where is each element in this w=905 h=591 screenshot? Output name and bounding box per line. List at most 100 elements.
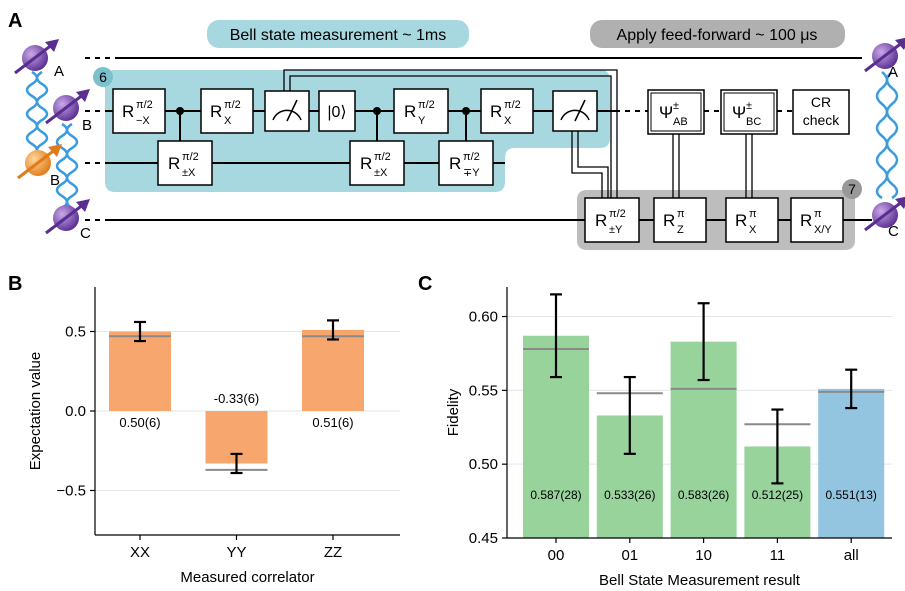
gate-sup: π	[749, 208, 757, 220]
gate-label: Ψ± BC	[732, 100, 761, 128]
gate-sup: π/2	[182, 151, 199, 163]
qubit-label: B	[50, 172, 60, 189]
gate-sub: BC	[746, 116, 761, 128]
value-label: 0.51(6)	[312, 415, 353, 430]
y-tick-label: 0.60	[469, 309, 498, 326]
gate-sub: AB	[673, 116, 688, 128]
gate-sup: ±	[673, 100, 679, 112]
y-axis-label: Fidelity	[445, 388, 462, 436]
qubit-arrow	[45, 202, 85, 235]
box-number-bg	[842, 179, 862, 199]
gate-base: R	[449, 154, 461, 173]
qubit-arrowhead	[76, 89, 90, 102]
x-axis-label: Measured correlator	[180, 569, 314, 586]
value-label: -0.33(6)	[214, 391, 260, 406]
gate-sub: Y	[418, 115, 426, 127]
gate-base: Ψ	[732, 103, 746, 122]
qubit-arrow	[45, 92, 85, 125]
value-label: 0.50(6)	[119, 415, 160, 430]
gate-base: R	[210, 102, 222, 121]
y-tick-label: 0.50	[469, 456, 498, 473]
qubit-arrow	[864, 199, 904, 232]
gate-base: R	[168, 154, 180, 173]
x-tick-label: XX	[130, 544, 150, 561]
y-tick-label: 0.55	[469, 382, 498, 399]
gate-box	[792, 89, 850, 135]
gate-box	[112, 88, 166, 134]
control-dots	[176, 107, 470, 115]
bsm-label-bg	[207, 20, 469, 48]
entanglement	[25, 70, 899, 210]
gate-sup: π/2	[609, 208, 626, 220]
y-tick-label: 0.45	[469, 530, 498, 547]
x-tick-label: 10	[695, 547, 712, 564]
qubit-arrowhead	[76, 199, 90, 212]
qubit-label: A	[54, 63, 64, 80]
qubit-arrowhead	[895, 37, 905, 50]
gate-box	[790, 197, 844, 243]
classical-wires	[283, 69, 753, 198]
qubit-arrowhead	[895, 196, 905, 209]
gate-box	[653, 197, 707, 243]
gate-sub: ±Y	[609, 224, 623, 236]
cr-check: check	[803, 112, 841, 128]
gate-sub: ∓Y	[463, 167, 480, 179]
panel-label: B	[8, 273, 22, 295]
box-number: 7	[848, 181, 856, 197]
gate-base: R	[595, 211, 607, 230]
y-tick-label: 0.5	[65, 324, 86, 341]
gate-box	[584, 197, 640, 243]
gate-sub: −X	[136, 115, 150, 127]
x-tick-label: 00	[548, 547, 565, 564]
x-tick-label: ZZ	[324, 544, 342, 561]
gate-sup: π/2	[418, 99, 435, 111]
bell-box-outer	[647, 89, 705, 135]
qubit-label: C	[80, 225, 91, 242]
x-tick-label: 11	[770, 547, 786, 564]
gate-base: Ψ	[659, 103, 673, 122]
y-tick-label: −0.5	[56, 482, 86, 499]
bell-box-inner	[650, 92, 702, 132]
qubit-arrow	[17, 147, 57, 180]
qubit-arrowhead	[48, 144, 62, 157]
gate-base: R	[800, 211, 812, 230]
gate-box	[349, 140, 405, 186]
gate-sup: π/2	[504, 99, 521, 111]
gate-sup: ±	[746, 100, 752, 112]
gate-sub: Z	[677, 224, 684, 236]
bell-box-inner	[723, 92, 775, 132]
bell-box-outer	[720, 89, 778, 135]
qubit-label: A	[888, 64, 898, 81]
bar	[109, 331, 171, 411]
box-number: 6	[99, 69, 107, 85]
y-tick-label: 0.0	[65, 403, 86, 420]
meter-arc	[272, 109, 302, 121]
x-tick-label: 01	[621, 547, 638, 564]
x-tick-label: all	[844, 547, 859, 564]
ff-label-bg	[590, 20, 845, 48]
gate-sup: π	[814, 208, 822, 220]
value-label: 0.551(13)	[826, 488, 877, 502]
value-label: 0.533(26)	[604, 488, 655, 502]
gate-box	[480, 88, 534, 134]
gate-box	[157, 140, 213, 186]
gate-label: Ψ± AB	[659, 100, 688, 128]
gate-sub: X	[504, 115, 512, 127]
meter-needle	[574, 99, 586, 122]
qubit-arrow	[864, 40, 904, 73]
gate-base: R	[404, 102, 416, 121]
ket: |0⟩	[327, 104, 346, 121]
